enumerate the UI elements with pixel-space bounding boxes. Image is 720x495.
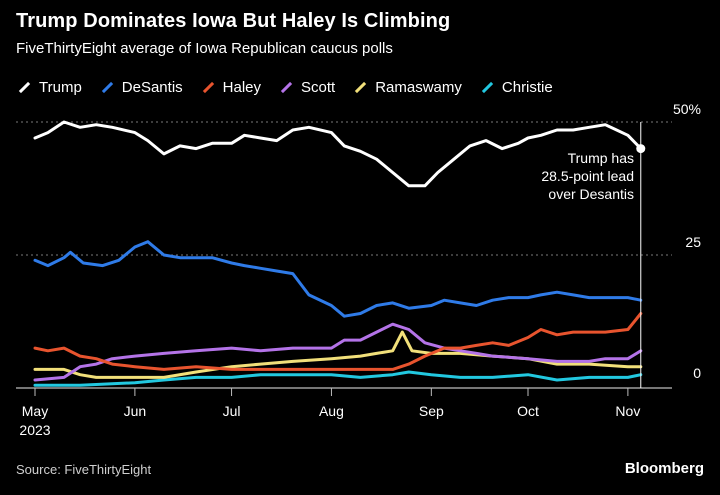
legend-label-scott: Scott: [301, 78, 336, 96]
legend-label-haley: Haley: [222, 78, 262, 96]
y-tick-label: 25: [685, 234, 701, 250]
series-line-desantis: [33, 240, 643, 318]
legend-label-christie: Christie: [501, 78, 553, 96]
legend-item-ramaswamy: Ramaswamy: [352, 79, 462, 96]
chart-title: Trump Dominates Iowa But Haley Is Climbi…: [16, 10, 451, 32]
x-tick-label: Jul: [223, 403, 241, 419]
axis-layer: 0 25 50% May 2023 Jun Jul Aug Sep Oct Nov: [19, 101, 701, 438]
annotation-layer: Trump has 28.5-point lead over Desantis: [541, 122, 646, 388]
legend-label-ramaswamy: Ramaswamy: [375, 78, 462, 96]
chart-legend: Trump DeSantis Haley Scott Ramaswamy Chr…: [16, 77, 570, 97]
annotation-text-line: 28.5-point lead: [541, 168, 634, 184]
x-tick-label: Sep: [419, 403, 444, 419]
legend-item-desantis: DeSantis: [99, 79, 183, 96]
annotation-text-line: Trump has: [568, 150, 634, 166]
y-tick-label: 50%: [673, 101, 701, 117]
annotation-text-line: over Desantis: [548, 186, 634, 202]
series-line-christie: [33, 370, 643, 387]
x-tick-label: Jun: [124, 403, 147, 419]
legend-item-trump: Trump: [16, 79, 82, 96]
legend-label-desantis: DeSantis: [121, 78, 183, 96]
y-tick-label: 0: [693, 365, 701, 381]
x-tick-label: Aug: [319, 403, 344, 419]
legend-item-christie: Christie: [479, 79, 553, 96]
series-line-scott: [33, 322, 643, 382]
legend-label-trump: Trump: [39, 78, 82, 96]
x-tick-year-label: 2023: [19, 422, 50, 438]
trump-endpoint-dot: [636, 144, 646, 154]
series-layer: [33, 120, 643, 387]
grid-layer: [16, 121, 672, 389]
chart-subtitle: FiveThirtyEight average of Iowa Republic…: [16, 40, 393, 57]
bloomberg-logo: Bloomberg: [624, 460, 704, 477]
legend-item-haley: Haley: [200, 79, 261, 96]
x-tick-label: May: [22, 403, 48, 419]
legend-item-scott: Scott: [278, 79, 335, 96]
x-tick-label: Nov: [615, 403, 640, 419]
series-line-trump: [33, 120, 643, 188]
series-line-haley: [33, 312, 643, 371]
x-tick-label: Oct: [517, 403, 539, 419]
source-note: Source: FiveThirtyEight: [16, 462, 152, 477]
